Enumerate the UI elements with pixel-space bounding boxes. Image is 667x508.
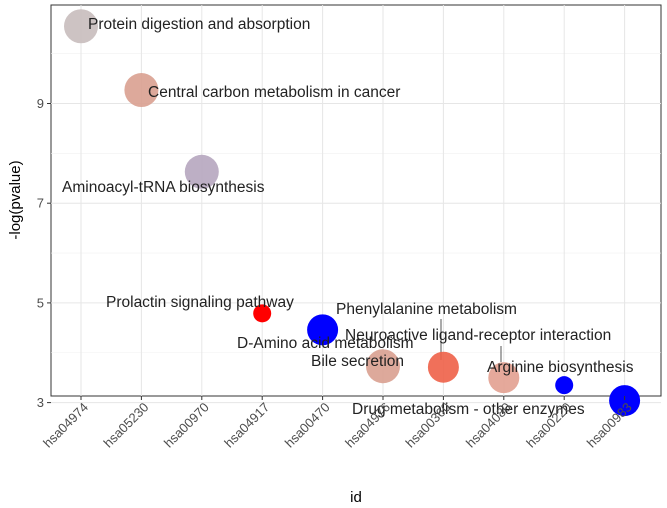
point-label: D-Amino acid metabolism [237,335,414,352]
data-point [64,9,98,44]
grid [51,5,661,404]
point-label: Drug metabolism - other enzymes [352,401,585,418]
data-point [366,349,400,384]
data-points [64,9,641,417]
x-tick-label: hsa00970 [161,400,212,451]
data-point [124,73,159,108]
y-tick-label: 5 [37,295,44,310]
y-axis-title: -log(pvalue) [7,160,24,239]
point-label: Protein digestion and absorption [88,16,310,33]
x-tick-label: hsa05230 [101,400,152,451]
point-label: Central carbon metabolism in cancer [148,84,400,101]
x-tick-label: hsa00470 [282,400,333,451]
data-point [555,376,574,395]
x-tick-label: hsa04917 [221,400,272,451]
point-label: Neuroactive ligand-receptor interaction [345,327,611,344]
point-label: Aminoacyl-tRNA biosynthesis [62,179,265,196]
point-label: Arginine biosynthesis [487,359,634,376]
panel-border [50,4,662,397]
x-tick-label: hsa00983 [584,400,635,451]
y-tick-label: 3 [37,395,44,410]
data-point [427,351,459,383]
x-tick-label: hsa04974 [40,400,91,451]
data-point [609,385,641,417]
point-label: Prolactin signaling pathway [106,294,294,311]
point-label: Phenylalanine metabolism [336,301,517,318]
y-tick-label: 9 [37,96,44,111]
data-point [253,304,272,323]
point-label: Bile secretion [311,353,404,370]
point-labels: Protein digestion and absorption Central … [62,16,634,418]
data-point [307,314,339,346]
y-axis: 3 5 7 9 [37,96,51,410]
x-axis-title: id [350,489,362,506]
y-tick-label: 7 [37,196,44,211]
data-point [488,362,520,394]
data-point [184,154,219,189]
